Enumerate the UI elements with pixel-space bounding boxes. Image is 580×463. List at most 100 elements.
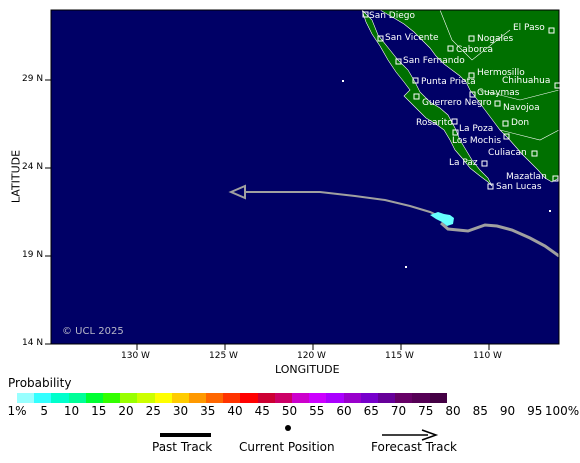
colorbar-cell [171,393,189,403]
x-tick-label: 115 W [385,351,414,361]
probability-tick-label: 35 [200,404,216,418]
city-label-san-vicente: San Vicente [385,33,439,43]
probability-tick-label: 95 [527,404,543,418]
past-track-label: Past Track [152,440,213,454]
gulf-of-california [404,26,500,160]
colorbar-cell [17,393,35,403]
colorbar-cell [274,393,292,403]
map-frame [50,9,560,345]
city-label-guerrero-negro: Guerrero Negro [422,98,492,108]
island [405,266,407,268]
colorbar-cell [51,393,69,403]
probability-tick-label: 10 [63,404,80,418]
probability-tick-label: 70 [390,404,407,418]
probability-tick-label: 75 [418,404,434,418]
state-border [499,129,560,141]
city-markers [362,11,561,190]
y-tick-label: 14 N [22,338,44,348]
colorbar-cell [377,393,396,403]
city-label-punta-prieta: Punta Prieta [421,77,476,87]
colorbar-cell [188,393,207,403]
probability-tick-label: 80 [445,404,461,418]
y-tick-label: 29 N [22,74,44,84]
probability-tick-label: 60 [336,404,352,418]
island [549,210,551,212]
colorbar-cell [85,393,103,403]
city-label-los-mochis: Los Mochis [452,136,502,146]
colorbar-cell [292,393,310,403]
probability-tick-label: 100% [544,404,580,418]
copyright-text: © UCL 2025 [62,326,124,337]
probability-blob [430,212,454,226]
probability-tick-label: 30 [172,404,189,418]
colorbar-cell [137,393,155,403]
probability-tick-label: 90 [499,404,516,418]
probability-tick-label: 45 [254,404,270,418]
probability-tick-label: 15 [91,404,107,418]
city-label-navojoa: Navojoa [503,103,540,113]
mainland-mexico [378,9,560,183]
y-tick-label: 24 N [22,162,44,172]
city-label-don: Don [511,118,530,128]
colorbar-cell [412,393,430,403]
y-axis-title: LATITUDE [9,149,23,204]
probability-tick-label: 1% [7,404,27,418]
city-label-culiacan: Culiacan [488,148,527,158]
probability-tick-label: 55 [309,404,325,418]
probability-tick-label: 25 [145,404,161,418]
island [342,80,344,82]
colorbar-cell [154,393,172,403]
past-track-line [440,221,560,258]
x-axis-title: LONGITUDE [275,363,340,376]
colorbar-cell [120,393,138,403]
city-label-el-paso: El Paso [513,23,545,33]
x-tick-label: 110 W [473,351,502,361]
colorbar-cell [102,393,121,403]
city-label-guaymas: Guaymas [477,88,520,98]
y-tick-label: 19 N [22,250,44,260]
current-position-symbol [285,425,291,431]
city-label-chihuahua: Chihuahua [502,76,551,86]
colorbar-cell [360,393,378,403]
forecast-track-label: Forecast Track [371,440,457,454]
x-tick-label: 125 W [209,351,238,361]
probability-tick-label: 50 [281,404,298,418]
city-label-la-poza: La Poza [459,124,494,134]
city-label-la-paz: La Paz [449,158,478,168]
city-label-mazatlan: Mazatlan [506,172,547,182]
city-label-san-diego: San Diego [369,11,415,21]
city-label-hermosillo: Hermosillo [477,68,525,78]
current-position-label: Current Position [239,440,335,454]
forecast-track-line [245,191,442,218]
probability-tick-label: 20 [118,404,134,418]
state-border [439,9,511,61]
probability-tick-label: 5 [40,404,49,418]
probability-tick-label: 85 [472,404,488,418]
colorbar-cell [68,393,86,403]
probability-tick-label: 65 [363,404,379,418]
probability-colorbar [17,393,447,403]
colorbar-cell [395,393,413,403]
city-label-rosarito: Rosarito [416,118,453,128]
colorbar-cell [34,393,52,403]
forecast-arrowhead [228,184,246,200]
colorbar-cell [309,393,327,403]
city-label-nogales: Nogales [477,34,514,44]
colorbar-cell [343,393,361,403]
colorbar-cell [429,393,447,403]
colorbar-cell [240,393,258,403]
baja-peninsula [361,9,493,187]
state-border [479,89,560,101]
probability-tick-label: 40 [227,404,243,418]
city-label-san-lucas: San Lucas [496,182,542,192]
colorbar-cell [223,393,241,403]
colorbar-cell [206,393,224,403]
x-tick-label: 130 W [121,351,150,361]
forecast-arrow-symbol [421,429,439,441]
city-label-caborca: Caborca [456,45,493,55]
colorbar-cell [257,393,275,403]
probability-title: Probability [8,376,72,390]
x-tick-label: 120 W [297,351,326,361]
colorbar-cell [326,393,344,403]
